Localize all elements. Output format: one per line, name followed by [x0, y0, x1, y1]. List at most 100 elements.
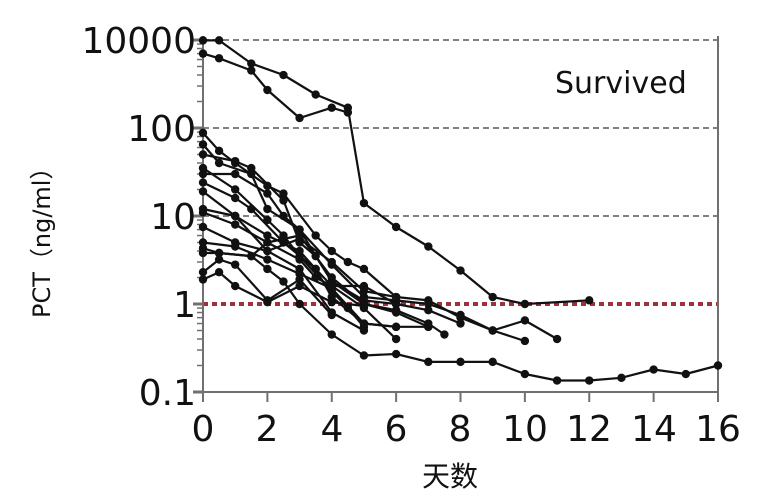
series-patient-2 — [198, 49, 353, 123]
data-point — [214, 146, 224, 156]
data-point — [263, 255, 272, 264]
data-point — [440, 330, 449, 339]
data-point — [230, 220, 240, 229]
data-point — [359, 351, 369, 360]
data-point — [247, 251, 256, 261]
data-point — [520, 336, 530, 346]
data-point — [198, 178, 208, 187]
data-point — [391, 308, 401, 317]
data-point — [198, 275, 208, 284]
data-point — [230, 281, 240, 291]
data-point — [214, 54, 224, 63]
data-point — [230, 242, 240, 251]
data-point — [230, 193, 240, 203]
data-point — [327, 297, 336, 307]
data-point — [263, 238, 272, 247]
data-point — [263, 246, 272, 256]
data-point — [327, 284, 336, 293]
data-point — [488, 326, 497, 335]
data-point — [247, 169, 256, 179]
data-point — [649, 365, 658, 374]
data-point — [198, 238, 208, 247]
data-point — [263, 231, 272, 240]
data-point — [214, 267, 224, 277]
data-point — [311, 90, 320, 99]
x-tick-10: 10 — [502, 409, 548, 450]
data-point — [391, 292, 401, 302]
x-tick-16: 16 — [695, 409, 741, 450]
x-axis-label: 天数 — [422, 460, 479, 493]
data-point — [327, 103, 336, 112]
data-point — [198, 36, 208, 45]
data-point — [585, 296, 594, 305]
data-point — [279, 211, 288, 221]
data-point — [198, 140, 208, 149]
data-point — [295, 246, 304, 256]
data-point — [520, 369, 530, 379]
data-point — [230, 156, 240, 166]
data-point — [552, 376, 562, 385]
data-point — [424, 242, 433, 251]
data-point — [327, 257, 336, 267]
data-point — [279, 189, 288, 198]
data-point — [343, 108, 353, 117]
data-point — [263, 85, 272, 95]
data-point — [617, 373, 626, 382]
x-tick-0: 0 — [191, 409, 215, 450]
data-point — [295, 255, 304, 264]
data-point — [424, 322, 433, 332]
data-point — [263, 264, 272, 274]
data-point — [214, 158, 224, 168]
x-tick-2: 2 — [255, 409, 279, 450]
data-point — [713, 361, 723, 370]
data-point — [311, 264, 320, 274]
data-point — [327, 310, 336, 320]
data-point — [247, 204, 256, 214]
series-patient-16 — [198, 255, 336, 320]
data-point — [263, 204, 272, 214]
x-tick-14: 14 — [631, 409, 677, 450]
data-point — [391, 334, 401, 344]
x-tick-12: 12 — [566, 409, 612, 450]
data-point — [359, 319, 369, 328]
data-point — [456, 266, 465, 275]
data-point — [263, 189, 272, 198]
data-point — [359, 198, 369, 208]
data-point — [198, 208, 208, 217]
data-point — [295, 275, 304, 284]
data-point — [391, 322, 401, 332]
data-point — [198, 49, 208, 58]
data-point — [359, 301, 369, 311]
data-point — [327, 273, 336, 282]
data-point — [214, 36, 224, 45]
y-tick-1: 1 — [173, 285, 196, 326]
data-point — [198, 222, 208, 232]
data-point — [391, 349, 401, 359]
data-point — [456, 357, 465, 367]
data-point — [295, 225, 304, 234]
y-tick-0.1: 0.1 — [138, 373, 196, 414]
data-point — [214, 255, 224, 264]
data-point — [585, 376, 594, 385]
data-point — [424, 357, 433, 367]
axes-frame — [193, 36, 719, 402]
data-point — [359, 326, 369, 335]
data-point — [247, 163, 256, 173]
data-point — [279, 70, 288, 80]
data-point — [343, 303, 353, 313]
data-point — [198, 128, 208, 138]
data-point — [391, 299, 401, 309]
data-point — [198, 248, 208, 258]
data-point — [198, 150, 208, 159]
data-point — [263, 181, 272, 191]
y-tick-10: 10 — [150, 197, 196, 238]
data-point — [198, 163, 208, 173]
data-point — [214, 248, 224, 258]
series-lines — [198, 36, 723, 385]
data-point — [230, 260, 240, 269]
data-point — [295, 299, 304, 309]
data-point — [295, 113, 304, 123]
data-point — [552, 334, 562, 344]
data-point — [520, 316, 530, 325]
